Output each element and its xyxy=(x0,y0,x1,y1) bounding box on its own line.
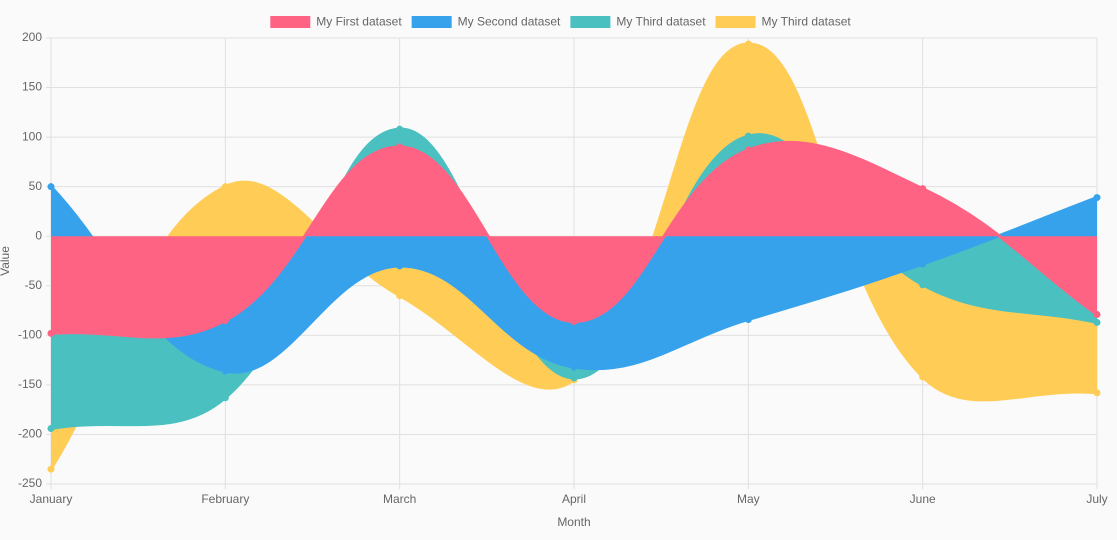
data-point xyxy=(919,185,927,193)
y-tick-label: -100 xyxy=(18,328,42,342)
data-point xyxy=(744,132,752,140)
data-point xyxy=(744,146,752,154)
y-tick-label: 0 xyxy=(35,228,42,242)
data-point xyxy=(919,373,927,381)
x-tick-label: June xyxy=(910,492,936,506)
legend-label: My Third dataset xyxy=(762,15,852,29)
x-tick-label: March xyxy=(383,492,416,506)
data-point xyxy=(221,183,229,191)
data-point xyxy=(47,465,55,473)
legend-item: My Second dataset xyxy=(411,15,561,29)
legend-label: My Third dataset xyxy=(616,15,706,29)
x-tick-label: January xyxy=(30,492,73,506)
legend-item: My Third dataset xyxy=(715,15,852,29)
data-point xyxy=(396,125,404,133)
data-point xyxy=(1093,318,1101,326)
x-tick-label: May xyxy=(737,492,760,506)
data-point xyxy=(396,292,404,300)
y-tick-label: 100 xyxy=(22,129,42,143)
y-tick-label: 150 xyxy=(22,80,42,94)
data-point xyxy=(744,315,752,323)
data-point xyxy=(570,374,578,382)
legend-swatch xyxy=(270,16,311,28)
data-point xyxy=(1093,194,1101,202)
y-tick-label: 50 xyxy=(29,179,43,193)
y-tick-label: -200 xyxy=(18,427,42,441)
data-point xyxy=(919,281,927,289)
data-point xyxy=(47,329,55,337)
legend-item: My Third dataset xyxy=(570,15,706,29)
data-point xyxy=(221,316,229,324)
y-tick-label: 200 xyxy=(22,30,42,44)
data-point xyxy=(570,363,578,371)
data-point xyxy=(396,262,404,270)
data-point xyxy=(221,367,229,375)
x-tick-label: February xyxy=(201,492,249,506)
legend-label: My Second dataset xyxy=(458,15,561,29)
x-tick-label: April xyxy=(562,492,586,506)
y-tick-label: -150 xyxy=(18,377,42,391)
data-point xyxy=(47,424,55,432)
legend-swatch xyxy=(715,16,756,28)
area-line xyxy=(49,185,1098,374)
data-point xyxy=(919,260,927,268)
y-tick-label: -250 xyxy=(18,476,42,490)
legend-swatch xyxy=(411,16,452,28)
x-axis-title: Month xyxy=(557,515,590,529)
data-point xyxy=(47,183,55,191)
data-point xyxy=(570,317,578,325)
y-axis-title: Value xyxy=(0,246,12,276)
data-point xyxy=(396,143,404,151)
x-tick-label: July xyxy=(1086,492,1107,506)
data-point xyxy=(1093,389,1101,397)
legend-swatch xyxy=(570,16,611,28)
area-fill xyxy=(51,142,1097,337)
data-point xyxy=(744,40,752,48)
y-tick-label: -50 xyxy=(25,278,43,292)
data-point xyxy=(221,394,229,402)
legend-label: My First dataset xyxy=(316,15,402,29)
data-point xyxy=(1093,311,1101,319)
legend-item: My First dataset xyxy=(270,15,402,29)
